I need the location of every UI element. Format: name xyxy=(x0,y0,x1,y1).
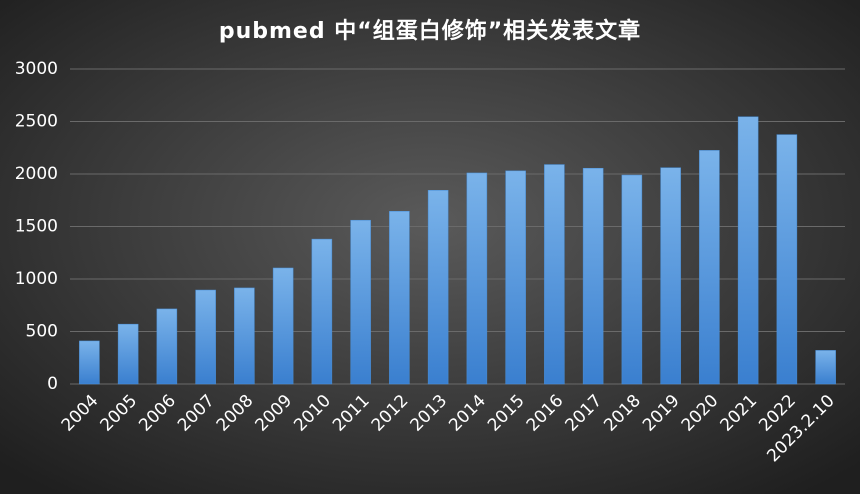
bar xyxy=(350,219,371,385)
y-tick-label: 1500 xyxy=(15,217,58,237)
bar xyxy=(427,190,449,385)
bar xyxy=(156,308,178,385)
bar xyxy=(195,289,216,385)
bar xyxy=(699,150,720,385)
y-tick-label: 0 xyxy=(47,374,58,394)
bar xyxy=(79,340,100,385)
bar xyxy=(660,167,681,385)
bar xyxy=(234,287,255,385)
bar xyxy=(505,170,526,385)
bar xyxy=(776,134,798,385)
bar xyxy=(737,116,759,385)
y-tick-label: 1000 xyxy=(15,269,58,289)
y-tick-label: 2500 xyxy=(15,112,58,132)
y-tick-label: 3000 xyxy=(15,59,58,79)
bar xyxy=(582,167,604,385)
y-tick-label: 2000 xyxy=(15,164,58,184)
bar xyxy=(544,164,565,385)
bar xyxy=(272,267,294,385)
bar xyxy=(311,238,333,385)
bar xyxy=(621,174,643,385)
bar xyxy=(466,172,488,385)
bar xyxy=(389,211,410,385)
bar xyxy=(117,323,139,385)
chart-title: pubmed 中“组蛋白修饰”相关发表文章 xyxy=(219,18,641,44)
bar xyxy=(815,350,836,385)
y-tick-label: 500 xyxy=(26,322,58,342)
